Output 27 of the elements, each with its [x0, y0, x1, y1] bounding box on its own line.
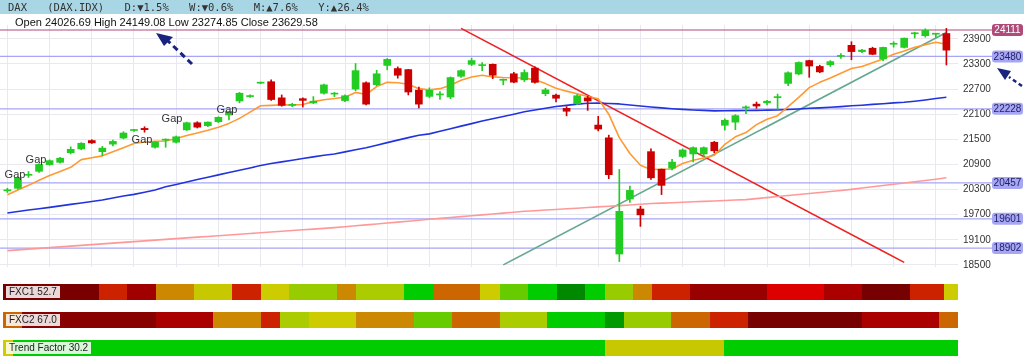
y-tick-label: 22100 [963, 107, 992, 119]
y-tick-label: 23300 [963, 57, 992, 69]
y-tick-label: 20300 [963, 183, 992, 195]
ref-line-label: 23480 [993, 50, 1022, 62]
y-tick-label: 19700 [963, 208, 992, 220]
annotation: Gap [4, 168, 26, 181]
y-tick-label: 19100 [963, 233, 992, 245]
ref-line-label: 22228 [993, 103, 1022, 115]
color-strip: Trend Factor 30.2 [3, 340, 958, 356]
candlestick [478, 62, 486, 71]
ref-line-label: 19601 [993, 213, 1022, 225]
y-tick-label: 22700 [963, 82, 992, 94]
ref-line-label: 18902 [993, 242, 1022, 254]
annotation: Gap [161, 112, 183, 125]
ref-line-label: 20457 [993, 177, 1022, 189]
annotation: Gap [131, 133, 153, 146]
color-strip: FXC2 67.0 [3, 312, 958, 328]
y-tick-label: 18500 [963, 258, 992, 270]
chart-title: DAX (DAX.IDX) D:▼1.5% W:▼0.6% M:▲7.6% Y:▲26.4% [0, 0, 1024, 14]
y-tick-label: 23900 [963, 32, 992, 44]
y-tick-label: 20900 [963, 158, 992, 170]
color-strip: FXC1 52.7 [3, 284, 958, 300]
y-tick-label: 21500 [963, 133, 992, 145]
chart-subtitle: Open 24026.69 High 24149.08 Low 23274.85 Close 23629.58 [15, 16, 318, 29]
annotation: Gap [216, 103, 238, 116]
annotation: Gap [25, 153, 47, 166]
ref-line-label: 24111 [994, 24, 1022, 36]
